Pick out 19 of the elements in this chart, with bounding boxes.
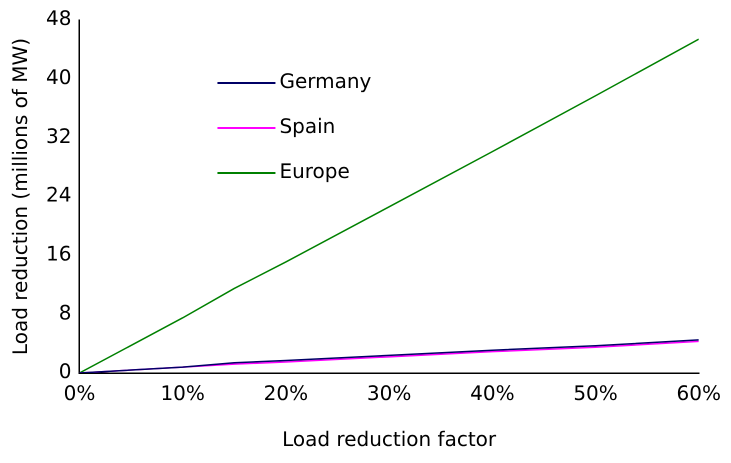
y-tick-label: 8 — [58, 300, 72, 324]
x-tick-label: 40% — [470, 381, 515, 406]
x-tick-label: 30% — [366, 381, 412, 406]
y-axis-title: Load reduction (millions of MW) — [8, 38, 32, 356]
y-tick-label: 32 — [46, 124, 72, 148]
x-tick-label: 50% — [573, 381, 618, 406]
x-tick-label: 0% — [64, 381, 96, 406]
x-axis-title: Load reduction factor — [282, 427, 497, 452]
y-tick-label: 0 — [58, 359, 72, 384]
legend-label: Spain — [279, 114, 336, 138]
y-tick-label: 48 — [46, 6, 72, 30]
y-tick-label: 40 — [46, 65, 72, 90]
x-tick-label: 20% — [264, 381, 308, 406]
legend-label: Europe — [279, 159, 350, 184]
x-tick-label: 10% — [160, 381, 205, 406]
y-tick-label: 24 — [46, 182, 72, 207]
x-tick-label: 60% — [676, 381, 721, 406]
y-tick-label: 16 — [46, 242, 72, 266]
legend-label: Germany — [279, 69, 372, 94]
